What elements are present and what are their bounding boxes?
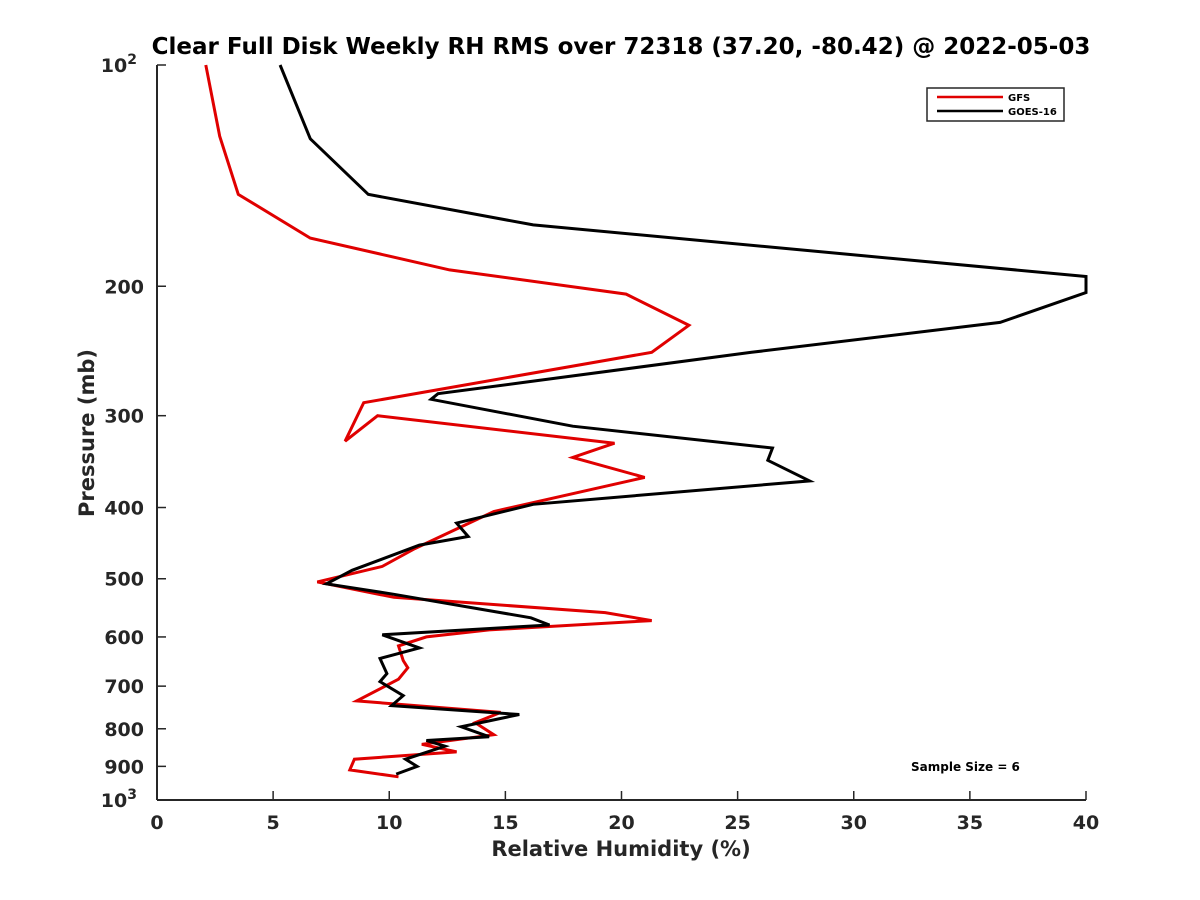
x-tick-label: 5: [267, 812, 280, 834]
sample-size-annotation: Sample Size = 6: [911, 760, 1020, 774]
legend-label-gfs: GFS: [1008, 93, 1030, 104]
series-line-gfs: [204, 64, 692, 779]
legend-box: [926, 87, 1065, 122]
y-tick-label: 400: [104, 498, 144, 520]
x-tick-label: 15: [492, 812, 518, 834]
x-tick-label: 10: [376, 812, 402, 834]
series-line-goes16: [278, 64, 1088, 776]
y-tick-label: 900: [104, 756, 144, 778]
y-tick-label: 200: [104, 276, 144, 298]
legend-label-goes16: GOES-16: [1008, 107, 1057, 118]
x-tick-label: 40: [1073, 812, 1099, 834]
y-tick-label: 500: [104, 569, 144, 591]
y-tick-label: 800: [104, 719, 144, 741]
y-tick-label: 700: [104, 676, 144, 698]
y-tick-label: 103: [101, 787, 137, 812]
x-tick-label: 0: [150, 812, 163, 834]
x-tick-label: 25: [724, 812, 750, 834]
chart-title: Clear Full Disk Weekly RH RMS over 72318…: [152, 34, 1091, 60]
series-layer: [204, 64, 1088, 779]
y-tick-label: 600: [104, 627, 144, 649]
legend: GFS GOES-16: [926, 87, 1065, 122]
y-tick-label: 102: [101, 52, 137, 77]
x-ticks: 0 5 10 15 20 25 30 35 40: [150, 791, 1099, 834]
y-axis-label: Pressure (mb): [75, 349, 99, 517]
y-tick-label: 300: [104, 406, 144, 428]
x-tick-label: 30: [841, 812, 867, 834]
x-axis-label: Relative Humidity (%): [491, 837, 750, 861]
x-tick-label: 35: [957, 812, 983, 834]
x-tick-label: 20: [608, 812, 634, 834]
y-ticks: 102 200 300 400 500 600 700 800 900 103: [101, 52, 166, 812]
